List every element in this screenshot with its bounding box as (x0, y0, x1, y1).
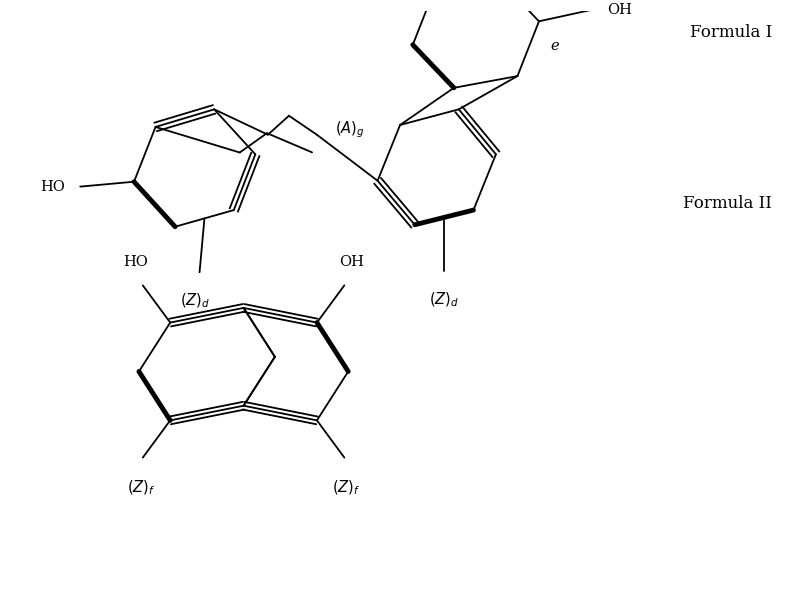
Text: $(Z)_d$: $(Z)_d$ (429, 290, 459, 309)
Text: e: e (550, 39, 559, 53)
Text: Formula II: Formula II (683, 195, 771, 213)
Text: $(Z)_d$: $(Z)_d$ (180, 292, 210, 310)
Text: Formula I: Formula I (689, 24, 771, 41)
Text: HO: HO (123, 255, 148, 269)
Text: $(Z)_f$: $(Z)_f$ (332, 479, 361, 498)
Text: $(Z)_f$: $(Z)_f$ (127, 479, 155, 498)
Text: OH: OH (608, 2, 633, 16)
Text: OH: OH (339, 255, 364, 269)
Text: $(A)_g$: $(A)_g$ (335, 119, 364, 140)
Text: HO: HO (40, 180, 65, 194)
